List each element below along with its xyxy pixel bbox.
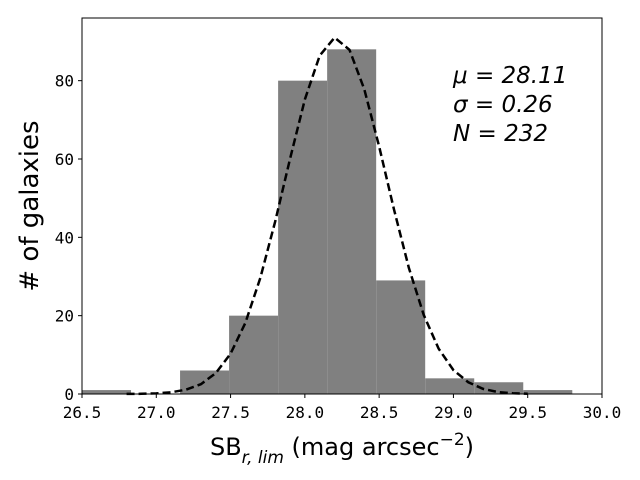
x-tick-label: 29.0 [434,403,473,422]
x-tick-label: 27.5 [211,403,250,422]
bar [278,80,328,395]
annotation: μ = 28.11 [452,63,567,89]
annotation: N = 232 [453,121,548,147]
x-axis-label-part: (mag arcsec [284,433,440,461]
annotation: σ = 0.26 [453,92,553,118]
y-axis-label: # of galaxies [15,120,45,291]
x-tick-label: 28.5 [360,403,399,422]
bar [376,280,426,394]
y-tick-label: 60 [55,150,74,169]
bar [425,378,475,394]
x-axis-label-part: −2 [440,430,465,450]
x-tick-label: 28.0 [286,403,325,422]
x-tick-label: 27.0 [137,403,176,422]
x-axis-label-part: ) [465,433,474,461]
fit-curve [126,35,528,396]
bar [229,315,279,394]
y-tick-label: 20 [55,307,74,326]
x-axis-label-part: r, lim [242,448,284,468]
bar [523,390,573,394]
bar [474,382,524,394]
plot-frame [81,17,603,395]
x-tick-label: 30.0 [583,403,622,422]
y-tick-label: 0 [64,385,74,404]
y-tick-label: 80 [55,72,74,91]
x-axis-label: SBr, lim (mag arcsec−2) [210,430,474,468]
y-tick-label: 40 [55,228,74,247]
x-axis-label-part: SB [210,433,242,461]
bar [327,49,377,394]
bar [82,390,132,394]
x-tick-label: 26.5 [63,403,102,422]
x-tick-label: 29.5 [508,403,547,422]
